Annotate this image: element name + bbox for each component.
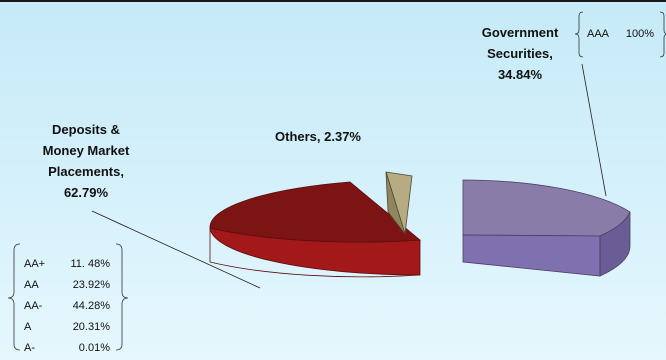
rating-dep-3-pct: 20.31% bbox=[73, 321, 111, 333]
label-government: Government Securities, 34.84% bbox=[482, 25, 559, 82]
leader-line-government bbox=[581, 63, 607, 197]
slice-deposits bbox=[209, 181, 422, 278]
rating-dep-3-name: A bbox=[24, 321, 32, 333]
slice-deposits-side bbox=[210, 228, 420, 275]
slice-government bbox=[462, 179, 631, 277]
leader-line-deposits bbox=[91, 210, 261, 289]
slice-deposits-top bbox=[209, 181, 422, 243]
label-deposits-line-4: 62.79% bbox=[64, 185, 109, 200]
slice-others-side bbox=[385, 171, 406, 235]
label-others-line-1: Others, 2.37% bbox=[275, 129, 361, 144]
slice-government-front bbox=[462, 234, 601, 277]
top-rule bbox=[0, 0, 666, 2]
slice-government-side bbox=[599, 211, 631, 277]
slice-others bbox=[385, 171, 413, 235]
rating-dep-1-name: AA bbox=[24, 279, 39, 291]
rating-dep-4-pct: 0.01% bbox=[79, 342, 110, 354]
rating-dep-0-pct: 11. 48% bbox=[70, 258, 110, 270]
label-government-line-3: 34.84% bbox=[498, 67, 543, 82]
label-deposits: Deposits & Money Market Placements, 62.7… bbox=[43, 122, 130, 200]
rating-box-deposits: AA+ 11. 48% AA 23.92% AA- 44.28% A 20.31… bbox=[7, 243, 129, 354]
label-deposits-line-1: Deposits & bbox=[52, 122, 120, 137]
label-deposits-line-3: Placements, bbox=[48, 164, 124, 179]
label-government-line-2: Securities, bbox=[487, 46, 553, 61]
rating-dep-0-name: AA+ bbox=[24, 258, 45, 270]
label-deposits-line-2: Money Market bbox=[43, 143, 130, 158]
rating-dep-2-name: AA- bbox=[24, 300, 43, 312]
rating-box-government: AAA 100% bbox=[574, 11, 666, 58]
rating-gov-0-pct: 100% bbox=[626, 28, 654, 40]
rating-gov-0-name: AAA bbox=[587, 28, 610, 40]
rating-dep-1-pct: 23.92% bbox=[73, 279, 111, 291]
label-others: Others, 2.37% bbox=[275, 129, 361, 144]
label-government-line-1: Government bbox=[482, 25, 559, 40]
rating-dep-4-name: A- bbox=[24, 342, 35, 354]
rating-dep-2-pct: 44.28% bbox=[73, 300, 111, 312]
